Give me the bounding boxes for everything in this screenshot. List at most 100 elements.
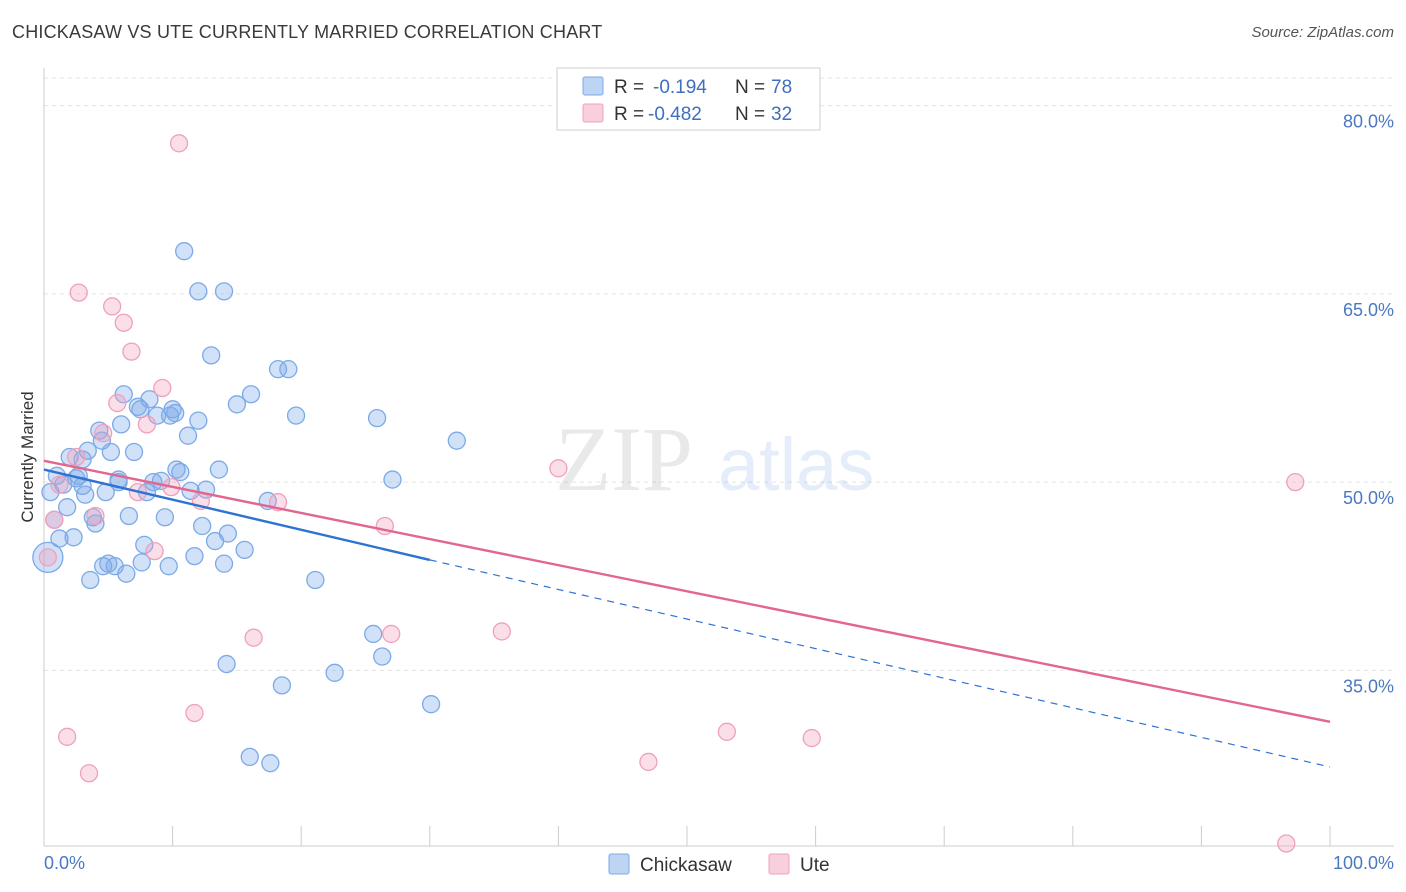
correlation-legend: R = -0.194 N = 78 R = -0.482 N = 32 (556, 67, 821, 131)
ute-point (717, 722, 737, 741)
chickasaw-point (286, 406, 306, 425)
chickasaw-point (261, 754, 280, 773)
ute-point (79, 764, 99, 783)
legend-swatch-chickasaw (582, 76, 604, 96)
chickasaw-point (217, 654, 236, 674)
chickasaw-point (279, 360, 298, 379)
legend-r-label-ute: R = (614, 104, 644, 125)
chickasaw-point (306, 570, 325, 590)
y-tick-label-35: 35.0% (1343, 676, 1394, 696)
series-legend: Chickasaw Ute (608, 853, 830, 876)
ute-point (114, 313, 133, 332)
chickasaw-point (175, 242, 194, 261)
chickasaw-point (135, 535, 154, 554)
chickasaw-point (272, 676, 292, 695)
ute-point (1286, 472, 1305, 492)
chickasaw-point (171, 462, 190, 482)
chickasaw-point (132, 553, 151, 572)
ute-point (153, 378, 172, 398)
ute-point (549, 459, 568, 478)
chickasaw-trend-extension (429, 559, 1331, 768)
chickasaw-point (155, 508, 175, 527)
ute-point (103, 297, 122, 316)
legend-n-value-ute: 32 (771, 104, 792, 125)
chickasaw-point (94, 557, 113, 576)
chickasaw-point (364, 624, 383, 644)
ute-point (94, 424, 113, 443)
ute-point (38, 548, 58, 567)
ute-point (122, 342, 141, 361)
chickasaw-point (86, 514, 105, 533)
chickasaw-points (32, 242, 466, 773)
chickasaw-point (235, 540, 254, 560)
ute-trend-line (43, 459, 1331, 723)
legend-swatch-ute (582, 103, 604, 123)
chickasaw-point (78, 441, 97, 460)
chickasaw-point (131, 400, 150, 419)
chickasaw-point (159, 557, 178, 576)
legend-n-label-ute: N = (735, 104, 765, 125)
chickasaw-point (64, 528, 83, 547)
chickasaw-point (178, 426, 198, 445)
ute-point (185, 703, 204, 723)
chickasaw-point (32, 541, 64, 574)
chickasaw-point (241, 385, 261, 404)
chickasaw-point (81, 570, 100, 590)
chickasaw-point (218, 524, 238, 543)
watermark-zip: ZIP (555, 408, 693, 510)
series-legend-swatch-chickasaw (608, 853, 630, 875)
ute-point (108, 393, 127, 413)
ute-point (639, 752, 658, 772)
ute-point (1277, 834, 1296, 853)
legend-r-label-chickasaw: R = (614, 77, 644, 98)
chickasaw-trend-line (43, 468, 431, 562)
ute-point (145, 541, 164, 561)
chickasaw-point (101, 442, 121, 462)
ute-point (244, 628, 263, 647)
chickasaw-point (57, 498, 77, 517)
chickasaw-point (421, 695, 441, 714)
ute-points (38, 134, 1305, 853)
legend-r-value-ute: -0.482 (648, 104, 702, 125)
trend-lines (43, 459, 1331, 768)
chickasaw-point (268, 360, 288, 379)
y-tick-label-65: 65.0% (1343, 300, 1394, 320)
series-legend-label-ute: Ute (800, 855, 830, 876)
ute-point (169, 134, 189, 153)
ute-point (492, 622, 511, 641)
ute-point (67, 447, 86, 467)
legend-n-value-chickasaw: 78 (771, 77, 792, 98)
chickasaw-point (383, 470, 402, 489)
chickasaw-point (227, 395, 247, 414)
chickasaw-point (119, 506, 139, 526)
series-legend-swatch-ute (768, 853, 790, 875)
y-tick-label-80: 80.0% (1343, 112, 1394, 132)
watermark: ZIP atlas (555, 408, 874, 510)
chickasaw-point (325, 663, 344, 682)
ute-point (382, 624, 401, 644)
legend-n-label-chickasaw: N = (735, 77, 765, 98)
y-tick-label-50: 50.0% (1343, 488, 1394, 508)
ute-point (802, 728, 821, 748)
chickasaw-point (185, 546, 204, 566)
x-tick-label-100: 100.0% (1333, 853, 1394, 873)
chickasaw-point (124, 442, 144, 462)
ute-point (57, 727, 77, 746)
source-label: Source: ZipAtlas.com (1251, 24, 1394, 41)
chickasaw-point (447, 431, 466, 450)
chickasaw-point (193, 516, 212, 536)
chickasaw-point (214, 554, 234, 573)
ute-point (86, 506, 105, 526)
chickasaw-point (189, 282, 208, 301)
y-axis-label: Currently Married (18, 391, 37, 522)
ute-point (137, 415, 157, 434)
chickasaw-point (209, 460, 229, 479)
chickasaw-point (117, 564, 136, 583)
chickasaw-point (189, 411, 208, 430)
chickasaw-point (214, 282, 234, 301)
chickasaw-point (76, 485, 95, 504)
legend-r-value-chickasaw: -0.194 (653, 77, 707, 98)
ute-point (69, 283, 88, 302)
y-axis-tick-labels: 35.0% 50.0% 65.0% 80.0% (1343, 112, 1394, 697)
